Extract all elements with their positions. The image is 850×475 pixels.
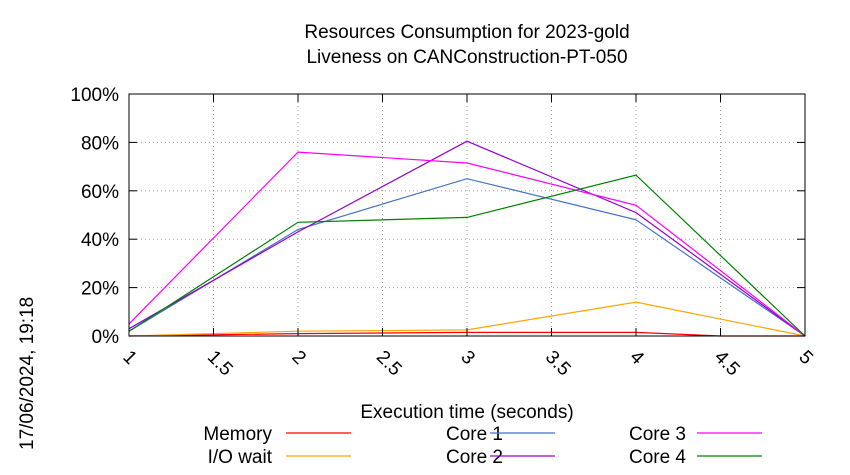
y-tick-label: 0% (92, 327, 120, 348)
chart-title-line-2: Liveness on CANConstruction-PT-050 (306, 47, 627, 68)
x-tick-label: 3.5 (541, 347, 575, 381)
y-tick-label: 20% (81, 279, 119, 300)
y-tick-label: 40% (81, 230, 119, 251)
x-tick-label: 4.5 (710, 347, 744, 381)
chart-title-line-1: Resources Consumption for 2023-gold (304, 22, 629, 43)
y-tick-labels: 0% 20% 40% 60% 80% 100% (70, 85, 119, 348)
series-line-core-1 (128, 178, 806, 337)
x-tick-label: 1 (118, 347, 140, 369)
legend-label: Memory (203, 424, 272, 445)
series-line-core-3 (128, 151, 806, 337)
x-tick-labels: 1 1.5 2 2.5 3 3.5 4 4.5 5 (118, 347, 816, 381)
x-tick-label: 1.5 (203, 347, 237, 381)
axis-ticks (128, 93, 806, 337)
x-tick-label: 5 (794, 347, 816, 369)
legend-label: Core 4 (629, 447, 686, 468)
x-tick-label: 3 (456, 347, 478, 369)
legend-label: Core 2 (446, 447, 503, 468)
x-tick-label: 2 (287, 347, 309, 369)
timestamp-label: 17/06/2024, 19:18 (17, 297, 38, 450)
grid-lines (129, 94, 805, 336)
legend-label: Core 1 (446, 424, 503, 445)
legend-label: Core 3 (629, 424, 686, 445)
chart-title: Resources Consumption for 2023-gold Live… (304, 22, 629, 68)
x-tick-label: 2.5 (372, 347, 406, 381)
series-line-core-4 (128, 174, 806, 337)
y-tick-label: 60% (81, 182, 119, 203)
x-tick-label: 4 (625, 347, 648, 370)
series-line-core-2 (128, 140, 806, 337)
y-tick-label: 100% (70, 85, 119, 106)
legend-label: I/O wait (208, 447, 273, 468)
x-axis-label: Execution time (seconds) (360, 402, 573, 423)
y-tick-label: 80% (81, 133, 119, 154)
